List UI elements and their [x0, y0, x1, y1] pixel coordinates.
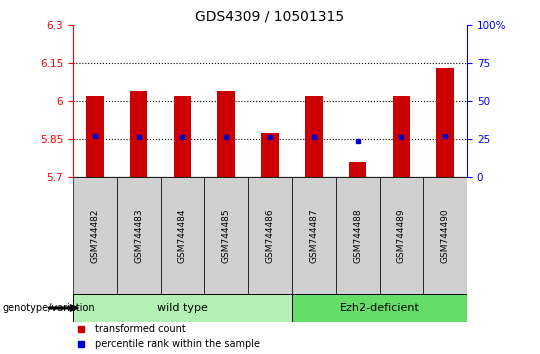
Bar	[292, 177, 336, 294]
Text: GSM744489: GSM744489	[397, 208, 406, 263]
Bar	[73, 177, 117, 294]
Bar	[380, 177, 423, 294]
Bar	[423, 177, 467, 294]
Text: GSM744484: GSM744484	[178, 208, 187, 263]
Text: wild type: wild type	[157, 303, 208, 313]
Bar	[117, 177, 160, 294]
Text: GSM744483: GSM744483	[134, 208, 143, 263]
Bar	[204, 177, 248, 294]
Bar	[336, 177, 380, 294]
Text: GSM744490: GSM744490	[441, 208, 450, 263]
Title: GDS4309 / 10501315: GDS4309 / 10501315	[195, 10, 345, 24]
Bar	[130, 91, 147, 177]
Text: GSM744488: GSM744488	[353, 208, 362, 263]
Bar	[305, 96, 322, 177]
Bar	[292, 294, 467, 322]
Bar	[349, 162, 366, 177]
Bar	[393, 96, 410, 177]
Bar	[218, 91, 235, 177]
Text: percentile rank within the sample: percentile rank within the sample	[94, 339, 260, 349]
Bar	[73, 294, 292, 322]
Bar	[86, 96, 104, 177]
Bar	[261, 133, 279, 177]
Text: GSM744486: GSM744486	[266, 208, 274, 263]
Text: genotype/variation: genotype/variation	[3, 303, 96, 313]
Bar	[436, 68, 454, 177]
Text: Ezh2-deficient: Ezh2-deficient	[340, 303, 420, 313]
Text: transformed count: transformed count	[94, 324, 185, 334]
Bar	[248, 177, 292, 294]
Text: GSM744485: GSM744485	[222, 208, 231, 263]
Text: GSM744482: GSM744482	[90, 208, 99, 263]
Text: GSM744487: GSM744487	[309, 208, 318, 263]
Bar	[174, 96, 191, 177]
Bar	[160, 177, 204, 294]
